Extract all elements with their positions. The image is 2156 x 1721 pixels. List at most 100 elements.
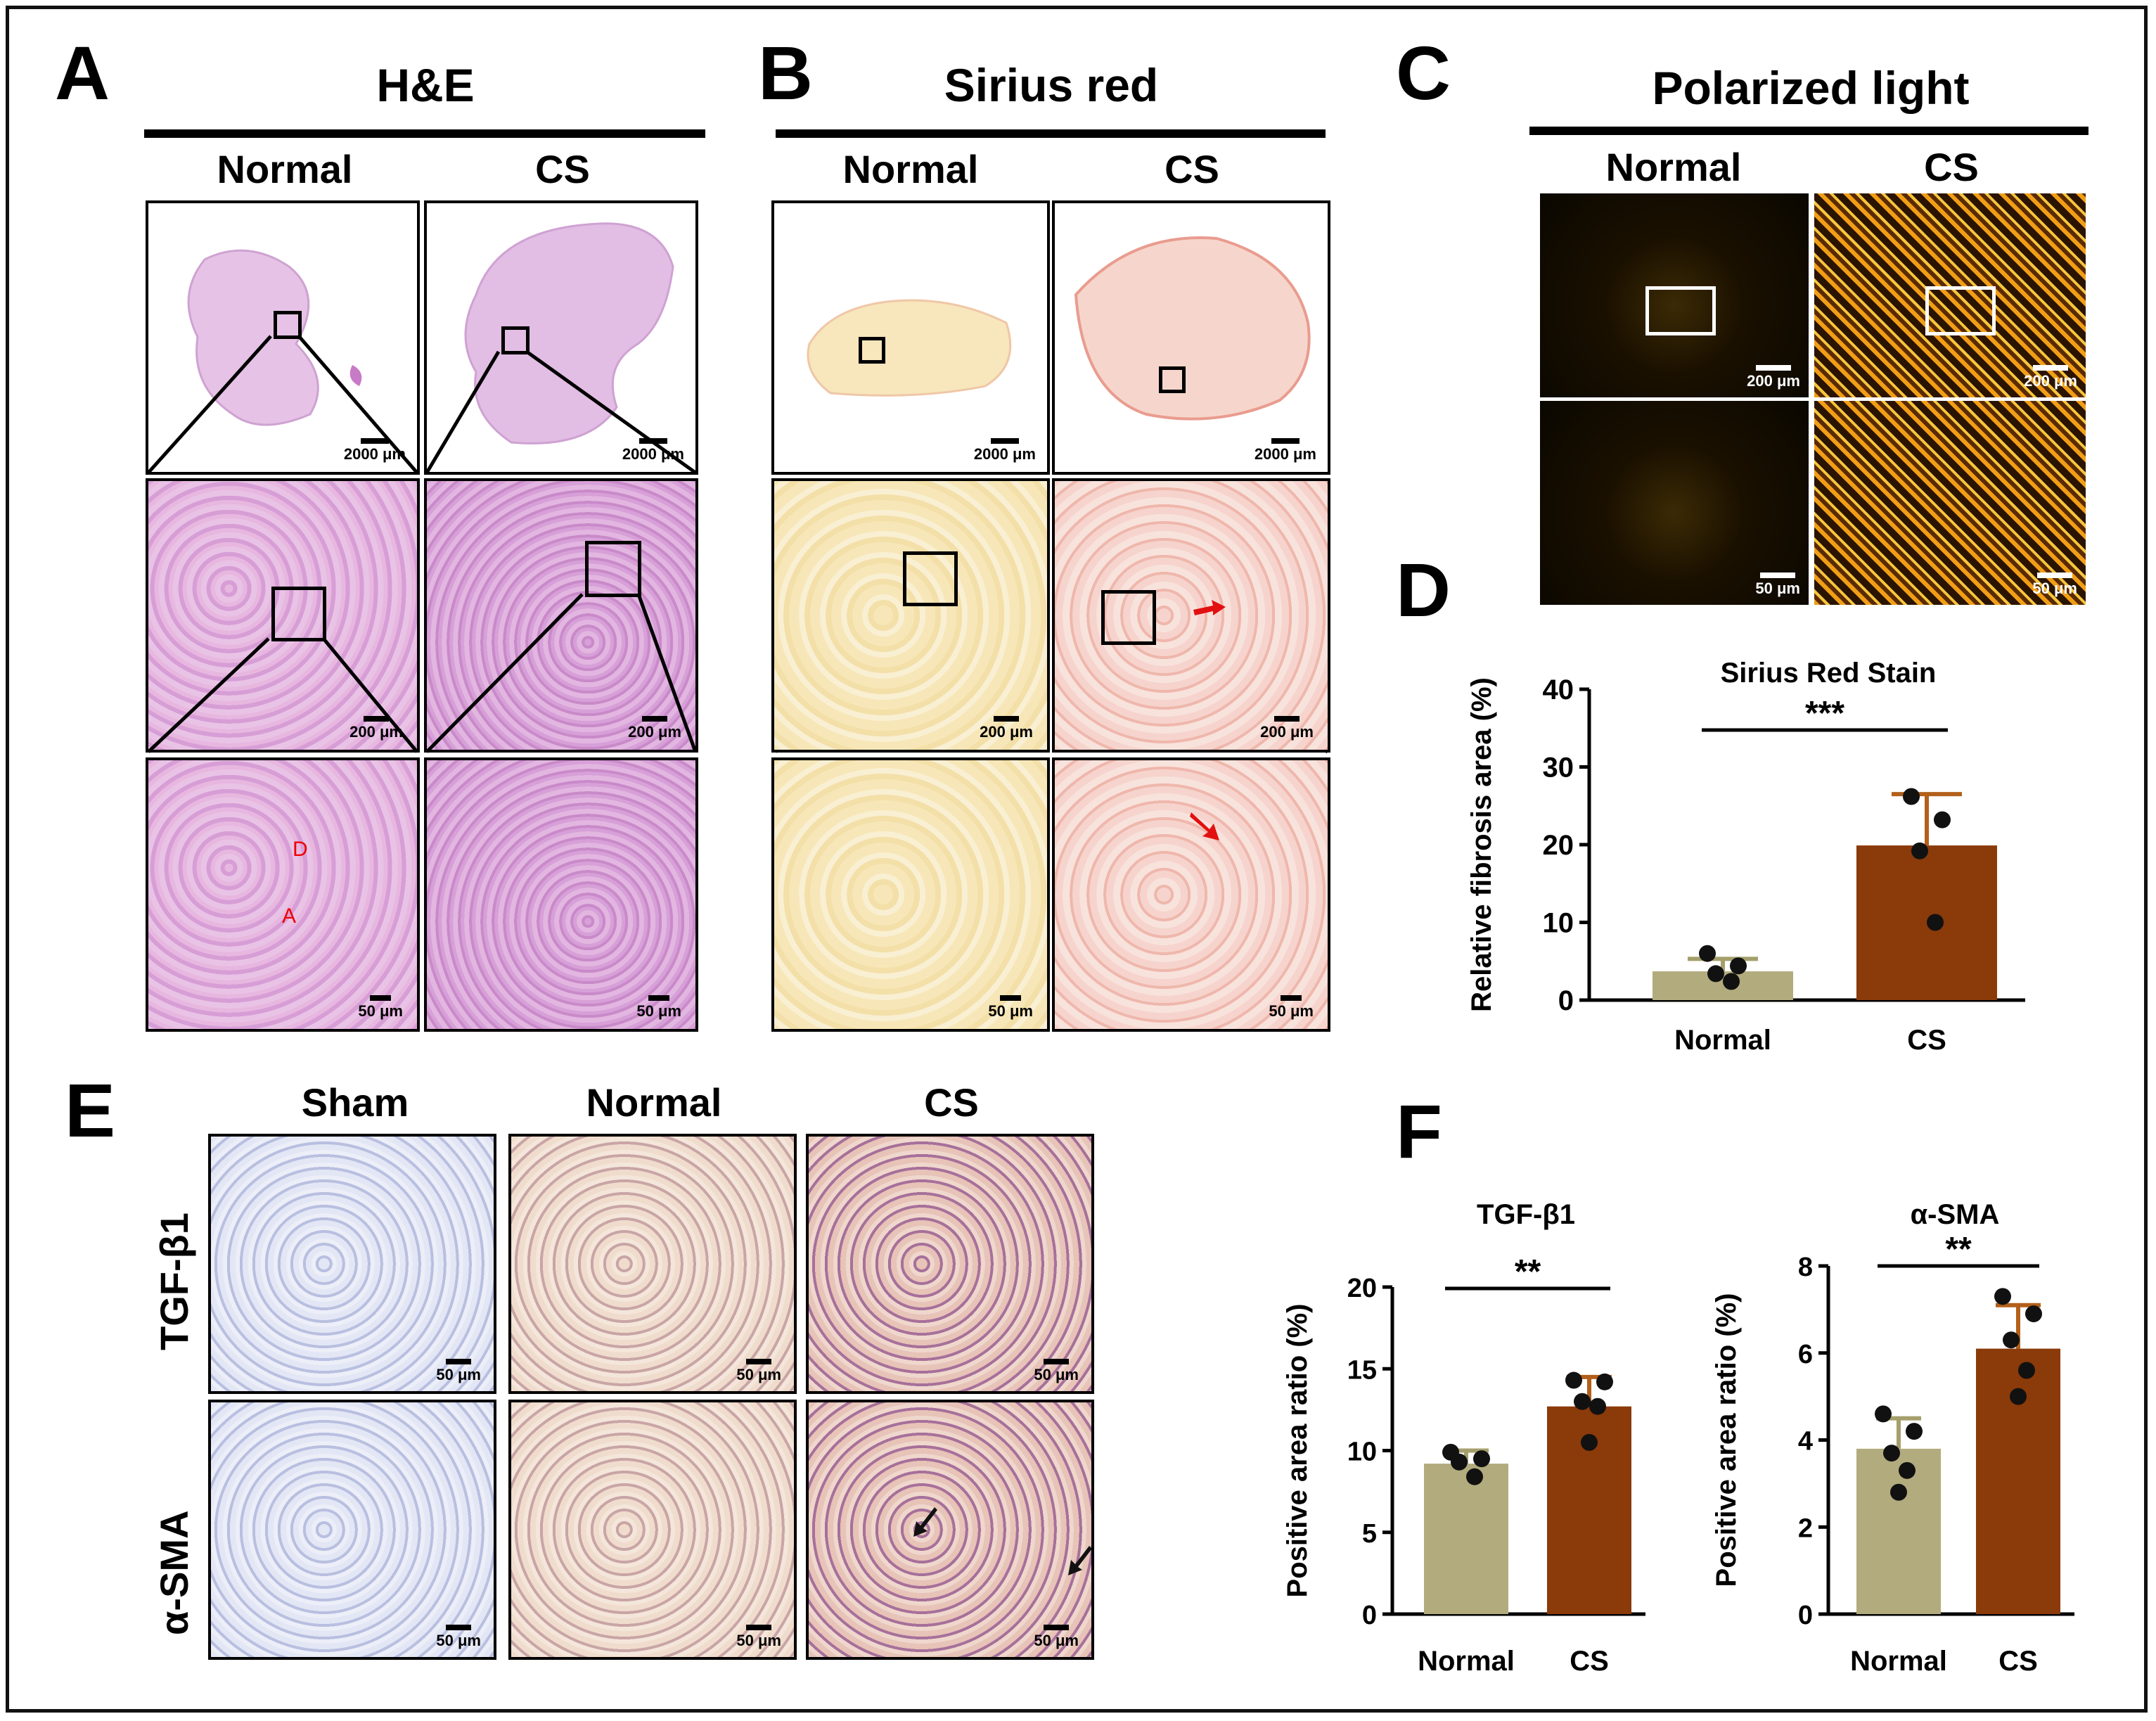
significance-label: ** <box>1515 1253 1541 1291</box>
sr-normal-tissue-shape <box>807 299 1012 397</box>
y-tick-label: 6 <box>1798 1340 1813 1369</box>
he-normal-mid-zoom-box <box>271 587 326 641</box>
panel-f-letter: F <box>1396 1089 1442 1174</box>
y-tick-label: 0 <box>1798 1601 1813 1630</box>
panel-e-col-normal: Normal <box>586 1080 722 1125</box>
panel-a-title: H&E <box>376 59 475 111</box>
x-tick-label: CS <box>1907 1025 1946 1056</box>
data-point <box>1473 1450 1490 1468</box>
sr-cs-tissue-shape <box>1074 236 1311 421</box>
black-arrow-icon <box>913 1507 937 1537</box>
data-point <box>1565 1371 1582 1389</box>
pol-normal-high: 50 μm <box>1540 401 1809 605</box>
data-point <box>2010 1388 2027 1405</box>
x-tick-label: CS <box>1570 1646 1609 1677</box>
black-arrow-icon <box>1068 1546 1091 1575</box>
y-tick-label: 0 <box>1558 985 1574 1016</box>
chart-f-a-sma: α-SMA Positive area ratio (%) 0 2 4 6 8 Normal C… <box>1711 1199 2074 1677</box>
chart-title: α-SMA <box>1911 1199 2000 1230</box>
y-tick-label: 10 <box>1347 1438 1377 1467</box>
pol-normal-zoom-box <box>1645 286 1716 335</box>
red-arrow-icon <box>1190 812 1219 840</box>
chart-title: TGF-β1 <box>1477 1199 1575 1230</box>
y-axis-label: Relative fibrosis area (%) <box>1466 677 1497 1012</box>
row-label-tgf-b1: TGF-β1 <box>152 1213 196 1350</box>
data-point <box>1574 1393 1591 1410</box>
data-point <box>1903 788 1920 805</box>
sr-cs-overview: 2000 μm <box>1052 200 1330 475</box>
panel-c-letter: C <box>1396 30 1451 115</box>
he-cs-zoom-box <box>501 326 530 354</box>
scale-bar-pol-cs-1: 200 μm <box>2024 365 2077 390</box>
sr-cs-zoom-box <box>1159 366 1186 393</box>
data-point <box>1699 945 1716 962</box>
data-point <box>1883 1445 1900 1462</box>
sr-normal-mid: 200 μm <box>771 478 1050 753</box>
sr-cs-high: 50 μm <box>1052 757 1330 1032</box>
ihc-tgf-sham: 50 μm <box>208 1134 496 1394</box>
chart-d: Sirius Red Stain Relative fibrosis area (… <box>1466 658 2025 1056</box>
x-tick-label: CS <box>1998 1646 2038 1677</box>
he-normal-overview: 2000 μm <box>146 200 420 475</box>
ihc-sma-cs: 50 μm <box>806 1400 1094 1660</box>
data-point <box>2025 1305 2042 1323</box>
y-tick-label: 15 <box>1347 1355 1377 1385</box>
data-point <box>2003 1331 2020 1349</box>
significance-label: *** <box>1805 695 1844 732</box>
scale-bar-pol-normal-1: 200 μm <box>1747 365 1800 390</box>
data-point <box>1890 1483 1907 1501</box>
scale-bar-sr-normal-2: 200 μm <box>980 716 1033 741</box>
annotation-acinus: A <box>282 904 297 928</box>
ihc-tgf-normal: 50 μm <box>508 1134 797 1394</box>
scale-bar-pol-cs-2: 50 μm <box>2032 572 2077 598</box>
ihc-tgf-cs: 50 μm <box>806 1134 1094 1394</box>
sr-normal-high: 50 μm <box>771 757 1050 1032</box>
pol-cs-low: 200 μm <box>1814 193 2086 397</box>
scale-bar-sr-normal-3: 50 μm <box>988 995 1033 1021</box>
data-point <box>1911 842 1928 859</box>
panel-a-rule <box>144 129 705 138</box>
sr-normal-mid-zoom-box <box>903 551 958 606</box>
figure-frame <box>6 6 2148 1713</box>
scale-bar-ihc-1: 50 μm <box>436 1359 481 1384</box>
data-point <box>1899 1461 1916 1479</box>
x-tick-label: Normal <box>1850 1646 1947 1677</box>
y-tick-label: 40 <box>1543 674 1574 705</box>
scale-bar-ihc-5: 50 μm <box>736 1625 781 1650</box>
data-point <box>1906 1423 1923 1440</box>
ihc-sma-normal: 50 μm <box>508 1400 797 1660</box>
data-point <box>1723 973 1740 990</box>
data-point <box>1994 1288 2011 1305</box>
data-point <box>1927 914 1944 931</box>
pol-cs-high: 50 μm <box>1814 401 2086 605</box>
scale-bar-he-normal-3: 50 μm <box>358 995 403 1021</box>
scale-bar-sr-cs-3: 50 μm <box>1269 995 1314 1021</box>
scale-bar-sr-normal-1: 2000 μm <box>974 438 1036 463</box>
y-tick-label: 10 <box>1543 908 1574 939</box>
bar-normal <box>1424 1464 1508 1614</box>
panel-e-letter: E <box>65 1068 116 1153</box>
he-normal-tissue-shape <box>187 249 362 426</box>
data-point <box>1596 1373 1613 1390</box>
panel-e-col-sham: Sham <box>301 1080 409 1125</box>
y-tick-label: 8 <box>1798 1253 1813 1282</box>
panel-c-rule <box>1529 127 2088 135</box>
panel-b-title: Sirius red <box>944 59 1159 111</box>
he-cs-overview: 2000 μm <box>424 200 698 475</box>
data-point <box>2018 1362 2035 1379</box>
scale-bar-sr-cs-1: 2000 μm <box>1255 438 1316 463</box>
scale-bar-ihc-3: 50 μm <box>1034 1359 1079 1384</box>
data-point <box>1466 1468 1483 1485</box>
bar-cs <box>1856 845 1997 1000</box>
annotation-duct: D <box>293 838 308 861</box>
chart-title: Sirius Red Stain <box>1721 658 1937 689</box>
bar-normal <box>1856 1448 1941 1614</box>
chart-f-tgf-b1: TGF-β1 Positive area ratio (%) 0 5 10 15 20 Nor… <box>1282 1199 1645 1677</box>
sr-cs-mid-zoom-box <box>1101 590 1156 645</box>
scale-bar-pol-normal-2: 50 μm <box>1755 572 1800 598</box>
y-tick-label: 2 <box>1798 1514 1813 1543</box>
panel-b-col-cs: CS <box>1164 147 1219 191</box>
data-point <box>1730 957 1747 975</box>
y-tick-label: 20 <box>1543 830 1574 861</box>
scale-bar-he-cs-2: 200 μm <box>628 716 681 741</box>
